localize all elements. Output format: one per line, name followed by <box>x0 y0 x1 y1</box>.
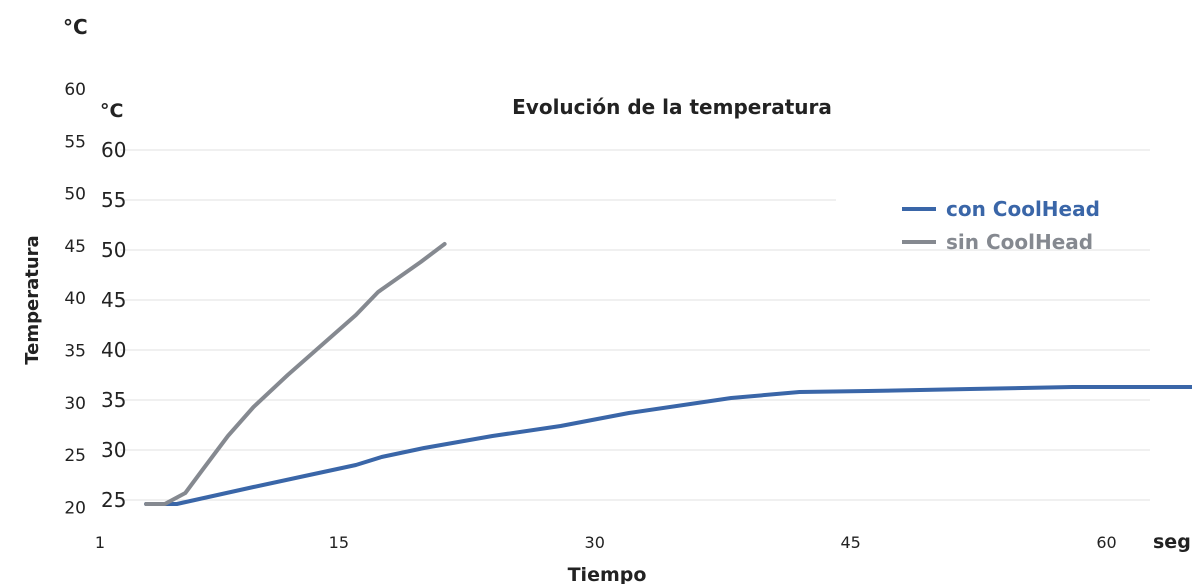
y-tick-label: 50 <box>101 238 126 262</box>
series-lines <box>144 242 1192 506</box>
x-tick-label: 60 <box>1096 533 1116 552</box>
y-tick-label: 35 <box>101 388 126 412</box>
y-tick-label: 25 <box>101 488 126 512</box>
outer-y-ticks: 60 55 50 45 40 35 30 25 20 <box>64 80 86 518</box>
outer-y-tick-label: 25 <box>64 446 86 466</box>
outer-y-tick-label: 30 <box>64 394 86 414</box>
x-unit-label: seg <box>1153 531 1191 553</box>
x-tick-label: 1 <box>95 533 105 552</box>
y-tick-label: 60 <box>101 138 126 162</box>
inner-y-ticks: 60 55 50 45 40 35 30 25 <box>101 138 126 512</box>
outer-y-tick-label: 40 <box>64 289 86 309</box>
y-tick-label: 55 <box>101 188 126 212</box>
series-line-0 <box>144 385 1192 506</box>
x-tick-label: 45 <box>840 533 860 552</box>
outer-y-unit: °C <box>63 15 88 39</box>
chart-title: Evolución de la temperatura <box>512 95 832 119</box>
legend: con CoolHead sin CoolHead <box>902 197 1100 254</box>
x-tick-label: 15 <box>329 533 349 552</box>
outer-y-tick-label: 20 <box>64 498 86 518</box>
outer-y-tick-label: 45 <box>64 237 86 257</box>
y-tick-label: 30 <box>101 438 126 462</box>
y-tick-label: 40 <box>101 338 126 362</box>
gridlines <box>120 149 1150 501</box>
x-tick-label: 30 <box>585 533 605 552</box>
outer-y-tick-label: 55 <box>64 132 86 152</box>
legend-label-0: con CoolHead <box>946 197 1100 221</box>
outer-y-tick-label: 35 <box>64 342 86 362</box>
series-line-1 <box>144 242 447 506</box>
x-axis-label: Tiempo <box>568 564 647 584</box>
outer-y-tick-label: 50 <box>64 185 86 205</box>
legend-label-1: sin CoolHead <box>946 230 1093 254</box>
y-tick-label: 45 <box>101 288 126 312</box>
outer-y-tick-label: 60 <box>64 80 86 100</box>
x-axis-ticks: 1 15 30 45 60 <box>95 533 1117 552</box>
y-axis-label: Temperatura <box>22 235 43 364</box>
inner-y-unit: °C <box>100 100 123 122</box>
